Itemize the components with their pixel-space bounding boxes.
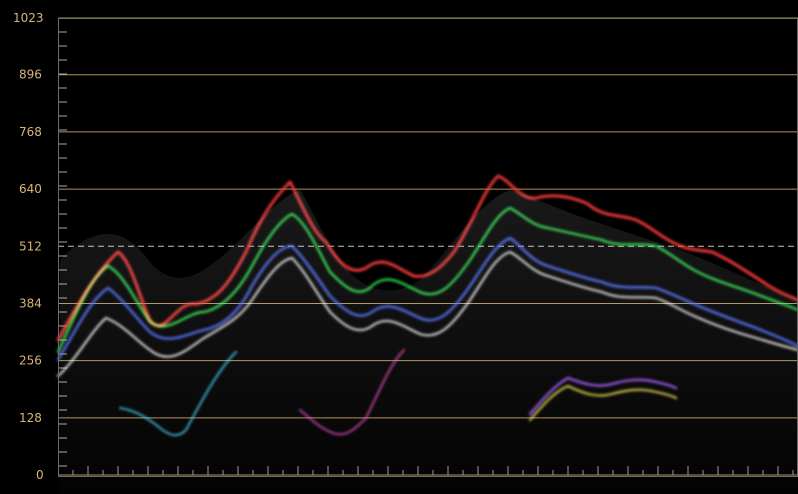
y-axis-tick-label: 640 xyxy=(19,182,42,196)
y-axis-tick-label: 896 xyxy=(19,68,42,82)
y-axis-tick-label: 128 xyxy=(19,411,42,425)
haze-region-1 xyxy=(60,190,798,494)
y-axis-tick-label: 256 xyxy=(19,354,42,368)
y-axis-tick-label: 0 xyxy=(36,468,44,482)
waveform-haze xyxy=(60,190,798,494)
y-axis-tick-label: 512 xyxy=(19,239,42,253)
y-axis-tick-label: 768 xyxy=(19,125,42,139)
y-axis-tick-label: 384 xyxy=(19,296,42,310)
scope-axis-labels: 1023 896 768 640 512 384 256 128 0 xyxy=(13,11,44,482)
y-axis-tick-label: 1023 xyxy=(13,11,44,25)
